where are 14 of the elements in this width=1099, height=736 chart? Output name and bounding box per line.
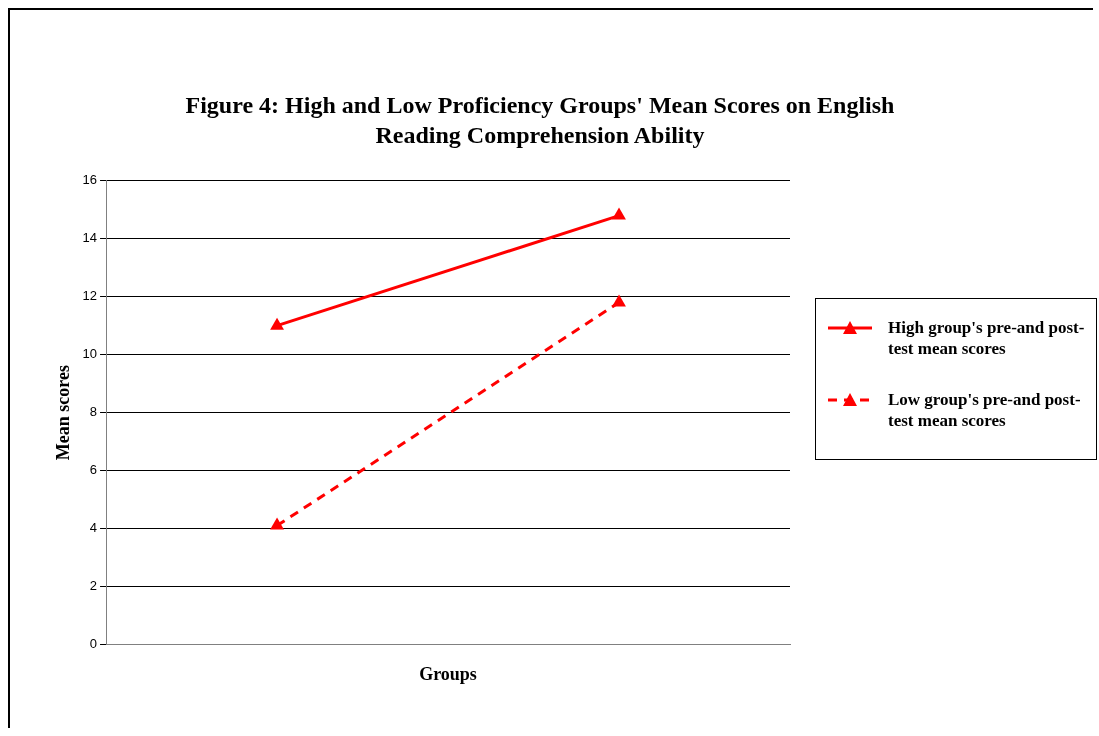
chart-title: Figure 4: High and Low Proficiency Groups' Mean Scores on English Reading Comprehension Ability [184, 91, 896, 150]
legend-label: High group's pre-and post-test mean scores [888, 317, 1086, 359]
y-tick-label: 4 [89, 520, 98, 536]
y-tick-label: 10 [82, 346, 98, 362]
y-tick-label: 8 [89, 404, 98, 420]
x-axis-title: Groups [419, 663, 477, 684]
y-axis-title: Mean scores [53, 365, 74, 461]
legend-label: Low group's pre-and post-test mean scores [888, 389, 1082, 431]
y-tick-label: 14 [82, 230, 98, 246]
y-tick-label: 6 [89, 462, 98, 478]
y-tick-label: 0 [89, 635, 98, 651]
y-tick-label: 2 [89, 578, 98, 594]
y-tick-label: 16 [82, 172, 98, 188]
y-tick-label: 12 [82, 288, 98, 304]
